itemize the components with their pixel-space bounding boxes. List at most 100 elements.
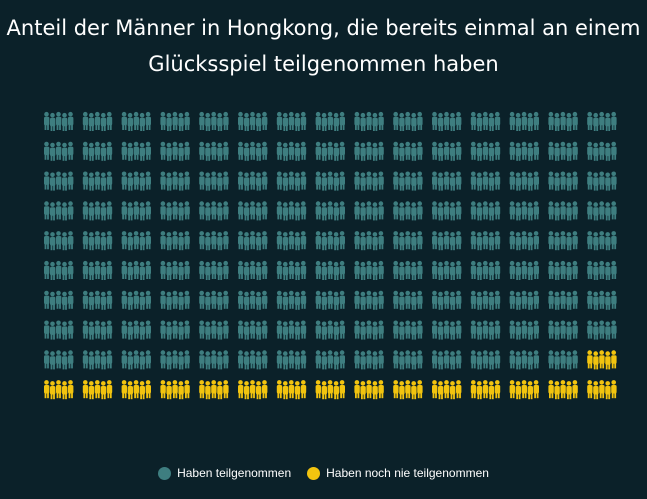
waffle-cell-115	[432, 320, 462, 340]
waffle-cell-28	[548, 141, 578, 161]
waffle-cell-34	[199, 171, 229, 191]
waffle-cell-86	[470, 260, 501, 280]
waffle-cell-79	[199, 260, 229, 280]
waffle-cell-26	[470, 141, 501, 161]
waffle-cell-120	[44, 350, 74, 370]
waffle-cell-13	[548, 111, 578, 131]
waffle-cell-88	[548, 260, 578, 280]
waffle-cell-109	[199, 320, 229, 340]
waffle-cell-0	[44, 111, 74, 131]
waffle-cell-125	[238, 350, 268, 370]
waffle-cell-128	[354, 350, 384, 370]
waffle-cell-23	[354, 141, 384, 161]
waffle-cell-77	[121, 260, 151, 280]
waffle-cell-95	[238, 290, 268, 310]
chart-title: Anteil der Männer in Hongkong, die berei…	[6, 16, 641, 76]
waffle-cell-148	[548, 380, 578, 400]
waffle-cell-140	[238, 380, 268, 400]
waffle-cell-101	[470, 290, 501, 310]
waffle-cell-44	[587, 171, 617, 191]
waffle-cell-117	[509, 320, 539, 340]
waffle-cell-142	[315, 380, 345, 400]
waffle-cell-48	[160, 201, 190, 221]
waffle-cell-40	[432, 171, 462, 191]
waffle-cell-67	[315, 231, 345, 251]
waffle-cell-135	[44, 380, 74, 400]
waffle-cell-55	[432, 201, 462, 221]
waffle-cell-37	[315, 171, 345, 191]
waffle-cell-114	[393, 320, 423, 340]
waffle-cell-94	[199, 290, 229, 310]
waffle-cell-106	[82, 320, 113, 340]
waffle-cell-63	[160, 231, 190, 251]
waffle-cell-136	[82, 380, 113, 400]
waffle-cell-119	[587, 320, 617, 340]
waffle-cell-121	[82, 350, 113, 370]
waffle-cell-27	[509, 141, 539, 161]
waffle-cell-111	[276, 320, 307, 340]
waffle-cell-112	[315, 320, 345, 340]
waffle-cell-7	[315, 111, 345, 131]
waffle-cell-138	[160, 380, 190, 400]
waffle-cell-16	[82, 141, 113, 161]
waffle-cell-57	[509, 201, 539, 221]
waffle-cell-139	[199, 380, 229, 400]
waffle-cell-46	[82, 201, 113, 221]
waffle-cell-19	[199, 141, 229, 161]
legend-item-participated: Haben teilgenommen	[158, 466, 291, 480]
waffle-cell-134	[587, 350, 617, 370]
waffle-cell-74	[587, 231, 617, 251]
waffle-cell-90	[44, 290, 74, 310]
waffle-cell-89	[587, 260, 617, 280]
legend-dot-participated	[158, 466, 172, 480]
waffle-cell-29	[587, 141, 617, 161]
waffle-cell-84	[393, 260, 423, 280]
waffle-cell-124	[199, 350, 229, 370]
waffle-cell-35	[238, 171, 268, 191]
waffle-cell-32	[121, 171, 151, 191]
waffle-cell-53	[354, 201, 384, 221]
waffle-cell-105	[44, 320, 74, 340]
waffle-cell-85	[432, 260, 462, 280]
waffle-cell-21	[276, 141, 307, 161]
waffle-cell-104	[587, 290, 617, 310]
legend: Haben teilgenommen Haben noch nie teilge…	[0, 466, 647, 480]
waffle-cell-78	[160, 260, 190, 280]
legend-item-never: Haben noch nie teilgenommen	[307, 466, 489, 480]
waffle-cell-11	[470, 111, 501, 131]
waffle-cell-92	[121, 290, 151, 310]
waffle-cell-1	[82, 111, 113, 131]
waffle-cell-110	[238, 320, 268, 340]
waffle-cell-59	[587, 201, 617, 221]
waffle-cell-144	[393, 380, 423, 400]
waffle-cell-15	[44, 141, 74, 161]
waffle-cell-71	[470, 231, 501, 251]
waffle-cell-8	[354, 111, 384, 131]
waffle-cell-72	[509, 231, 539, 251]
waffle-cell-31	[82, 171, 113, 191]
waffle-cell-33	[160, 171, 190, 191]
waffle-cell-69	[393, 231, 423, 251]
waffle-cell-3	[160, 111, 190, 131]
waffle-cell-80	[238, 260, 268, 280]
waffle-cell-22	[315, 141, 345, 161]
waffle-cell-10	[432, 111, 462, 131]
waffle-cell-102	[509, 290, 539, 310]
waffle-cell-56	[470, 201, 501, 221]
waffle-cell-52	[315, 201, 345, 221]
waffle-cell-36	[276, 171, 307, 191]
waffle-cell-133	[548, 350, 578, 370]
waffle-cell-127	[315, 350, 345, 370]
waffle-cell-18	[160, 141, 190, 161]
waffle-cell-49	[199, 201, 229, 221]
waffle-cell-61	[82, 231, 113, 251]
waffle-cell-20	[238, 141, 268, 161]
waffle-cell-25	[432, 141, 462, 161]
waffle-cell-97	[315, 290, 345, 310]
waffle-cell-108	[160, 320, 190, 340]
waffle-cell-131	[470, 350, 501, 370]
waffle-cell-81	[276, 260, 307, 280]
waffle-cell-66	[276, 231, 307, 251]
waffle-cell-100	[432, 290, 462, 310]
